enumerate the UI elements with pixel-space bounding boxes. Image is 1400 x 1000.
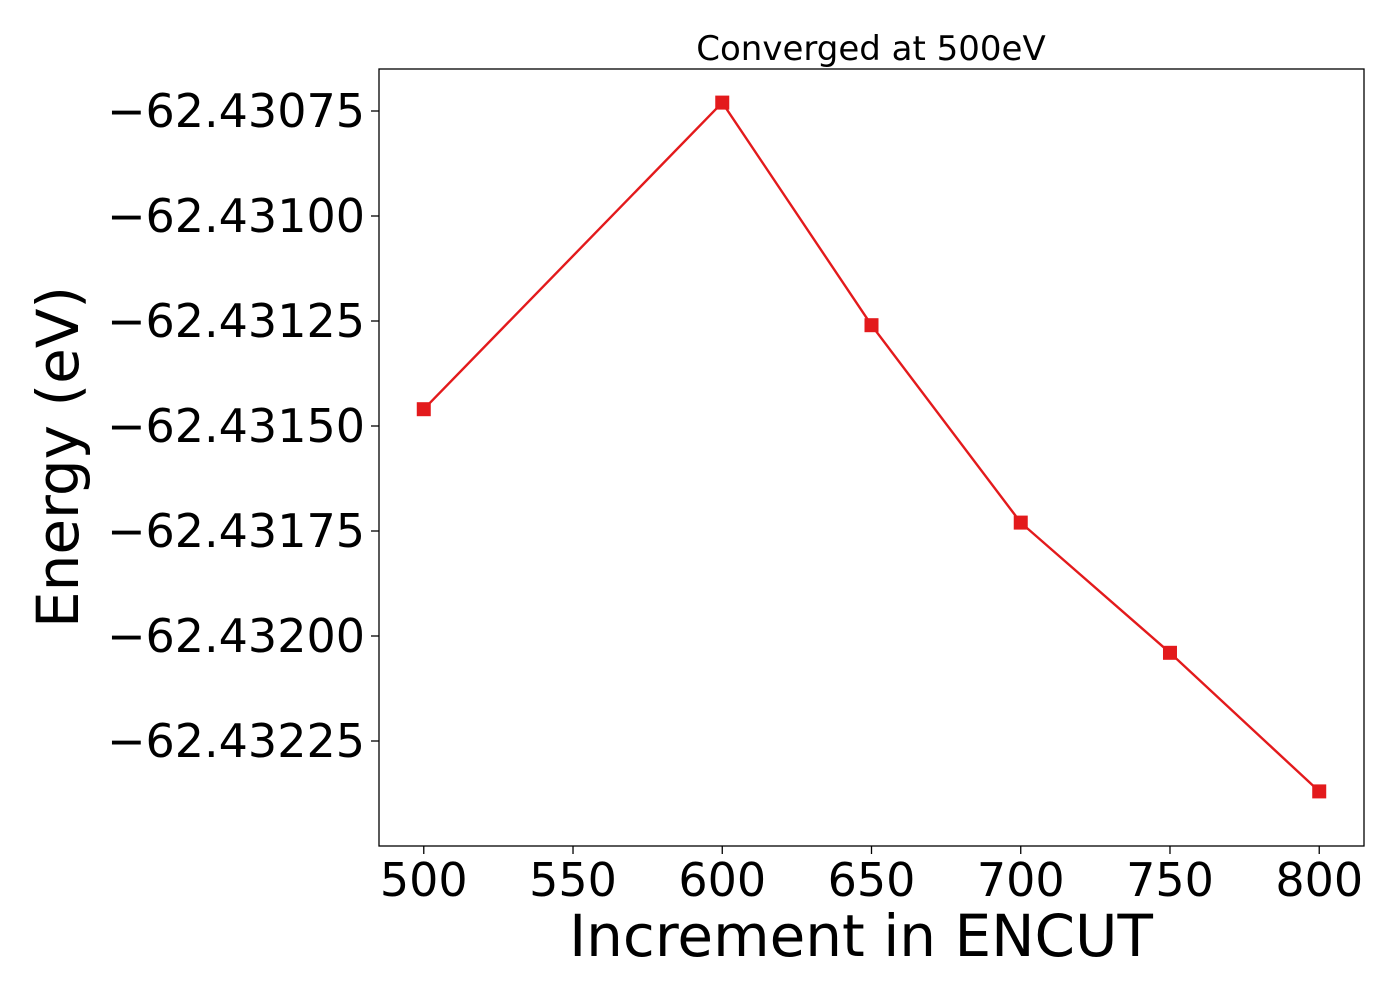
y-tick-label: −62.43225 <box>107 714 365 768</box>
x-tick-label: 600 <box>678 853 766 907</box>
y-tick-label: −62.43175 <box>107 504 365 558</box>
y-tick-label: −62.43075 <box>107 84 365 138</box>
x-tick-label: 550 <box>529 853 617 907</box>
data-point <box>715 95 730 110</box>
x-tick-label: 800 <box>1275 853 1363 907</box>
x-axis-label: Increment in ENCUT <box>569 902 1153 970</box>
x-tick-label: 700 <box>977 853 1065 907</box>
y-axis: −62.43075 −62.43100 −62.43125 −62.43150 −62.… <box>107 84 379 768</box>
series-layer <box>416 95 1327 799</box>
plot-frame <box>378 68 1365 847</box>
y-tick-label: −62.43100 <box>107 189 365 243</box>
y-tick-label: −62.43125 <box>107 294 365 348</box>
data-point <box>1013 515 1028 530</box>
chart-title: Converged at 500eV <box>696 29 1045 69</box>
y-axis-label: Energy (eV) <box>24 286 92 628</box>
x-tick-label: 500 <box>380 853 468 907</box>
series-line <box>422 100 1321 793</box>
data-point <box>416 402 431 417</box>
data-point <box>1312 784 1327 799</box>
x-tick-label: 750 <box>1126 853 1214 907</box>
y-tick-label: −62.43150 <box>107 399 365 453</box>
x-axis: 500 550 600 650 700 750 800 <box>380 846 1363 907</box>
data-point <box>1162 645 1177 660</box>
y-tick-label: −62.43200 <box>107 609 365 663</box>
x-tick-label: 650 <box>828 853 916 907</box>
data-point <box>864 318 879 333</box>
